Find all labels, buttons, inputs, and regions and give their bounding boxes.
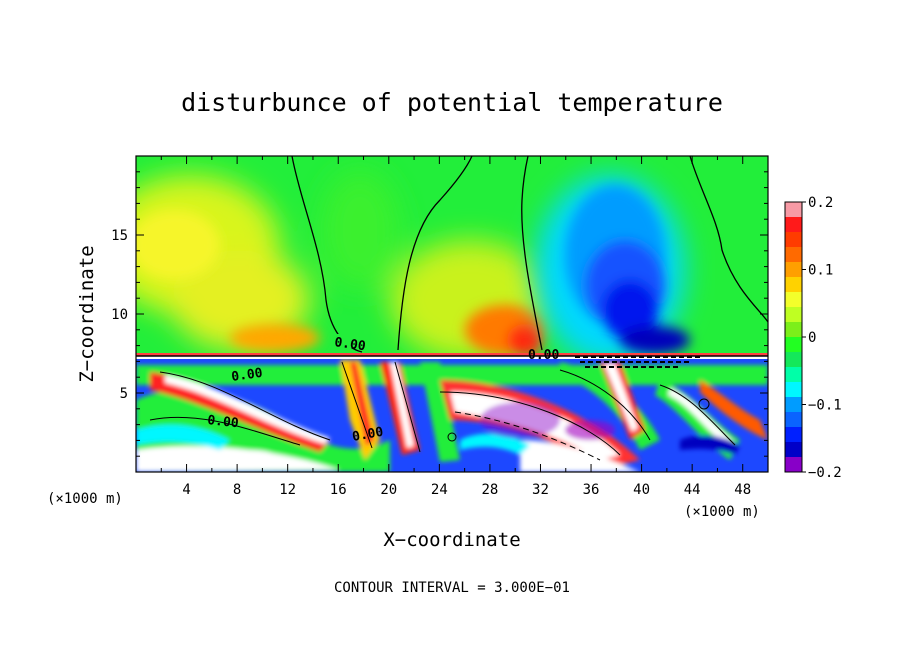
x-tick-label: 40 <box>633 482 650 498</box>
colorbar-swatch <box>785 247 802 263</box>
x-tick-label: 20 <box>380 482 397 498</box>
x-tick-label: 44 <box>684 482 701 498</box>
x-tick-label: 8 <box>233 482 241 498</box>
contour-label: 0.00 <box>528 348 559 363</box>
colorbar-swatch <box>785 262 802 278</box>
chart-title: disturbunce of potential temperature <box>181 88 723 117</box>
y-axis-ticks <box>136 171 768 457</box>
x-tick-label: 4 <box>182 482 190 498</box>
colorbar-swatch <box>785 427 802 443</box>
contour-labels: 0.00 0.00 0.00 0.00 0.00 <box>207 334 559 445</box>
colorbar-swatch <box>785 277 802 293</box>
x-unit-left: (×1000 m) <box>47 491 123 507</box>
y-tick-label: 15 <box>111 228 128 244</box>
colorbar-swatch <box>785 457 802 473</box>
x-tick-label: 24 <box>431 482 448 498</box>
colorbar-swatch <box>785 217 802 233</box>
colorbar-swatch <box>785 322 802 338</box>
field-cool-core <box>565 185 690 354</box>
x-tick-label: 16 <box>330 482 347 498</box>
colorbar-tick-label: 0.2 <box>808 195 833 211</box>
x-tick-label: 12 <box>279 482 296 498</box>
x-unit-right: (×1000 m) <box>684 504 760 520</box>
x-tick-label: 36 <box>583 482 600 498</box>
colorbar-swatches <box>785 202 802 473</box>
colorbar-ticks: 0.2 0.1 0 −0.1 −0.2 <box>802 195 842 481</box>
y-tick-label: 10 <box>111 307 128 323</box>
colorbar-swatch <box>785 397 802 413</box>
lower-contours <box>149 361 736 461</box>
y-axis-title: Z−coordinate <box>76 245 98 382</box>
x-tick-label: 48 <box>734 482 751 498</box>
colorbar-swatch <box>785 442 802 458</box>
contour-label: 0.00 <box>351 425 385 445</box>
colorbar-tick-label: 0.1 <box>808 263 833 279</box>
contour-label: 0.00 <box>207 413 240 431</box>
colorbar-swatch <box>785 352 802 368</box>
colorbar-swatch <box>785 232 802 248</box>
colorbar-swatch <box>785 412 802 428</box>
colorbar-swatch <box>785 367 802 383</box>
colorbar-tick-label: −0.1 <box>808 398 842 414</box>
colorbar-swatch <box>785 337 802 353</box>
x-axis-ticks <box>160 156 744 472</box>
colorbar-swatch <box>785 292 802 308</box>
contour-interval-note: CONTOUR INTERVAL = 3.000E−01 <box>334 580 570 596</box>
x-tick-label: 32 <box>532 482 549 498</box>
colorbar-tick-label: 0 <box>808 330 816 346</box>
x-tick-label: 28 <box>481 482 498 498</box>
colorbar-swatch <box>785 382 802 398</box>
colorbar: 0.2 0.1 0 −0.1 −0.2 <box>784 195 842 481</box>
interface-band <box>136 353 768 368</box>
contour-label: 0.00 <box>230 366 263 385</box>
field-warm-core <box>136 210 545 356</box>
plot-area: 0.00 0.00 0.00 0.00 0.00 <box>135 155 769 473</box>
colorbar-swatch <box>785 307 802 323</box>
y-tick-label: 5 <box>120 386 128 402</box>
contour-label: 0.00 <box>333 335 366 354</box>
upper-field <box>136 156 768 356</box>
x-axis-title: X−coordinate <box>383 529 520 551</box>
colorbar-swatch <box>785 202 802 218</box>
colorbar-tick-label: −0.2 <box>808 465 842 481</box>
